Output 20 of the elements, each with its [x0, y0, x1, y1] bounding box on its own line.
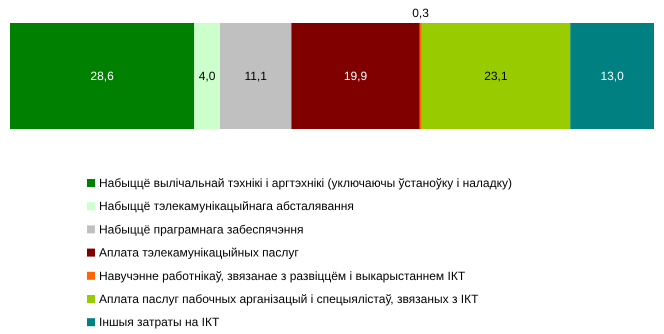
legend-label: Набыццё тэлекамунікацыйнага абсталявання [99, 199, 354, 214]
data-label: 13,0 [600, 69, 624, 83]
bar [422, 23, 570, 129]
legend-label: Аплата тэлекамунікацыйных паслуг [99, 246, 300, 260]
legend-label: Набыццё вылічальнай тэхнікі і аргтэхнікі (уключаючы ўстаноўку і наладку) [99, 176, 512, 190]
legend-label: Набыццё праграмнага забеспячэння [99, 222, 304, 236]
bar [220, 23, 292, 129]
data-label: 19,9 [344, 69, 368, 83]
data-label: 23,1 [484, 69, 508, 83]
data-label: 28,6 [90, 69, 114, 83]
data-label: 0,3 [412, 6, 430, 20]
data-label: 4,0 [198, 69, 216, 83]
legend-label: Аплата паслуг пабочных арганізацый і спецыялістаў, звязаных з ІКТ [99, 292, 480, 306]
bar [570, 23, 654, 129]
data-label: 11,1 [244, 69, 268, 83]
bar [10, 23, 194, 129]
bar [291, 23, 420, 129]
legend-label: Навучэнне работнікаў, звязанае з развіццём і выкарыстаннем ІКТ [99, 268, 466, 283]
legend-label: Іншыя затраты на ІКТ [99, 315, 220, 330]
bar [194, 23, 220, 129]
